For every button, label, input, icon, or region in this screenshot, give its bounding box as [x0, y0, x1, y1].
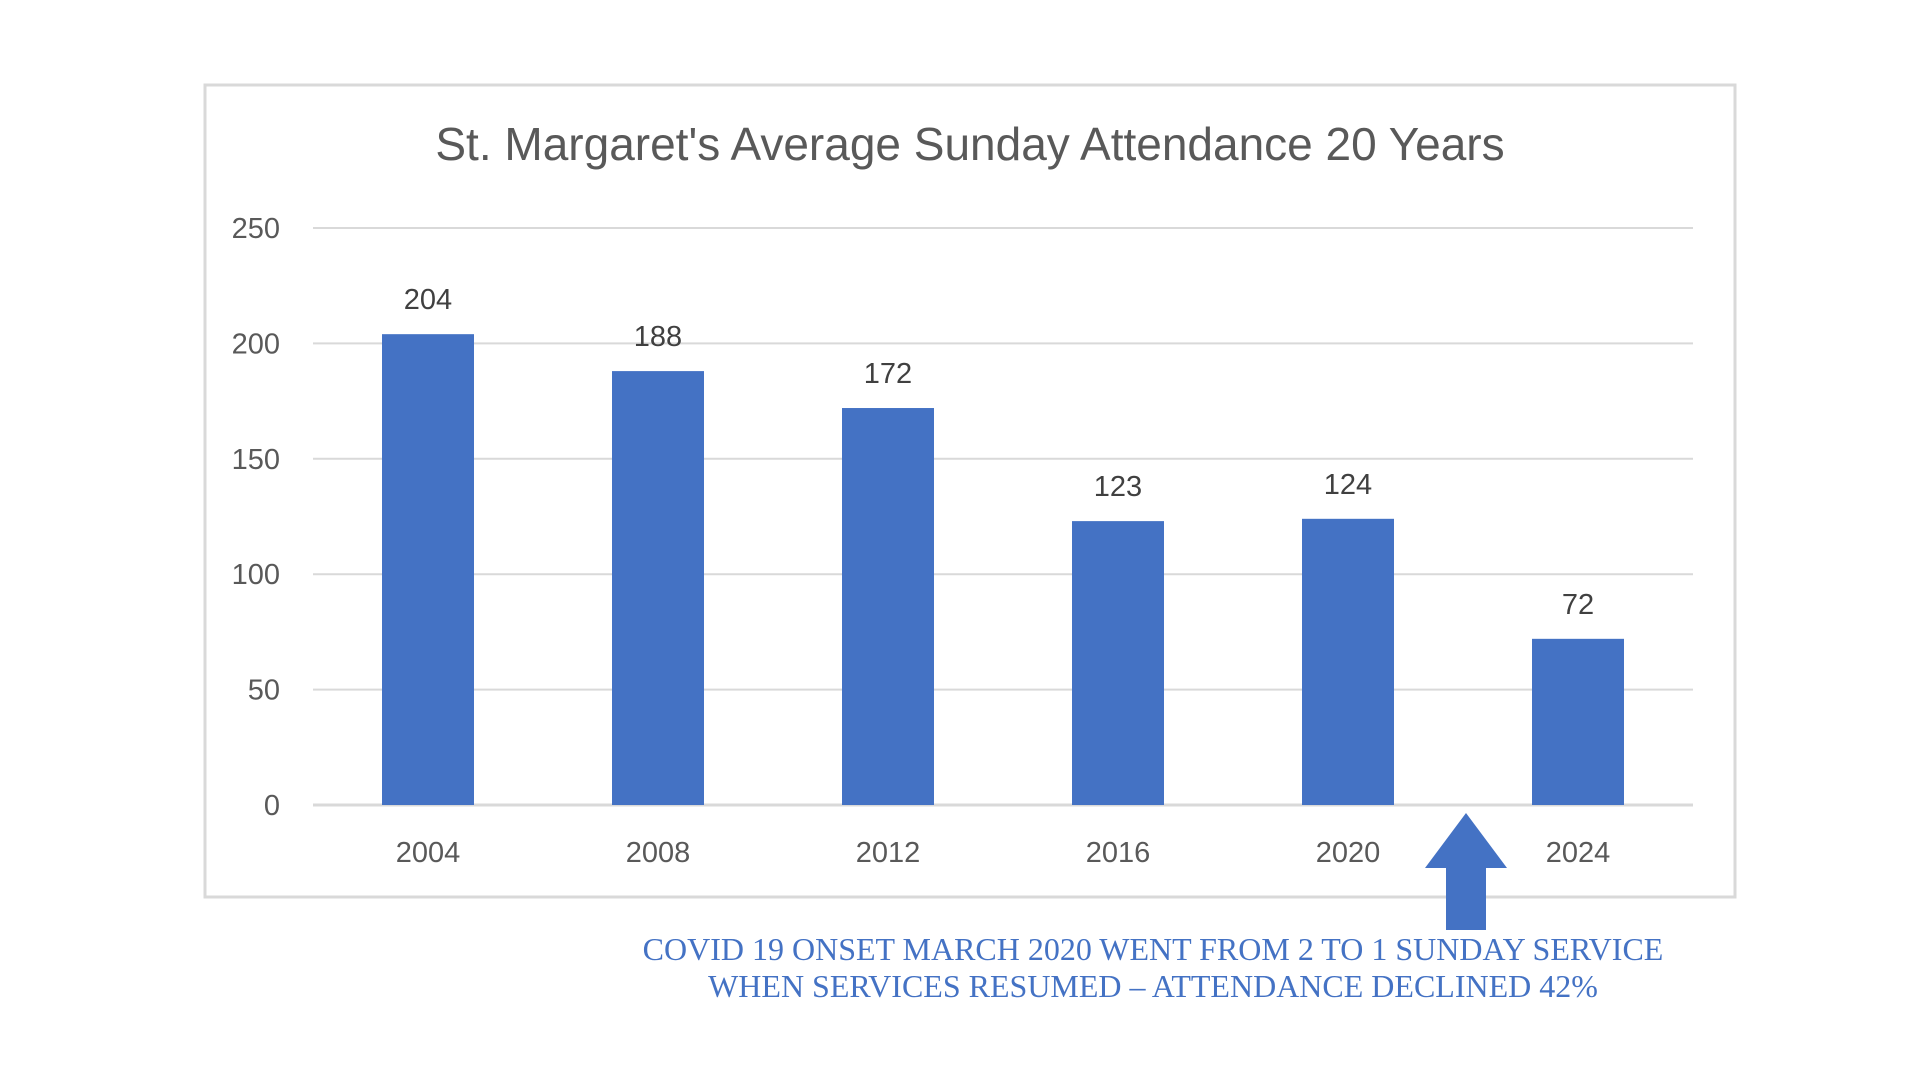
bar-2012 — [842, 408, 934, 805]
y-axis-ticks: 0 50 100 150 200 250 — [232, 213, 280, 822]
data-label-2012: 172 — [864, 358, 912, 390]
y-tick-label: 100 — [232, 559, 280, 591]
bars — [382, 334, 1624, 805]
y-tick-label: 200 — [232, 328, 280, 360]
x-tick-label: 2008 — [626, 837, 691, 869]
y-tick-label: 0 — [264, 790, 280, 822]
up-arrow-icon — [1425, 813, 1507, 930]
bar-2016 — [1072, 521, 1164, 805]
bar-2004 — [382, 334, 474, 805]
annotation-line-2: WHEN SERVICES RESUMED – ATTENDANCE DECLI… — [708, 968, 1598, 1004]
data-labels: 204 188 172 123 124 72 — [404, 284, 1594, 621]
data-label-2024: 72 — [1562, 589, 1594, 621]
x-tick-label: 2004 — [396, 837, 461, 869]
bar-2024 — [1532, 638, 1624, 805]
x-tick-label: 2020 — [1316, 837, 1381, 869]
data-label-2004: 204 — [404, 284, 452, 316]
x-tick-label: 2016 — [1086, 837, 1151, 869]
x-tick-label: 2012 — [856, 837, 921, 869]
data-label-2008: 188 — [634, 321, 682, 353]
annotation-line-1: COVID 19 ONSET MARCH 2020 WENT FROM 2 TO… — [643, 931, 1664, 967]
y-tick-label: 50 — [248, 675, 280, 707]
gridlines — [313, 227, 1693, 807]
y-tick-label: 250 — [232, 213, 280, 245]
bar-2020 — [1302, 518, 1394, 805]
data-label-2016: 123 — [1094, 471, 1142, 503]
chart-title: St. Margaret's Average Sunday Attendance… — [435, 118, 1504, 170]
bar-2008 — [612, 371, 704, 805]
x-axis-ticks: 2004 2008 2012 2016 2020 2024 — [396, 837, 1611, 869]
data-label-2020: 124 — [1324, 469, 1372, 501]
y-tick-label: 150 — [232, 444, 280, 476]
x-tick-label: 2024 — [1546, 837, 1611, 869]
